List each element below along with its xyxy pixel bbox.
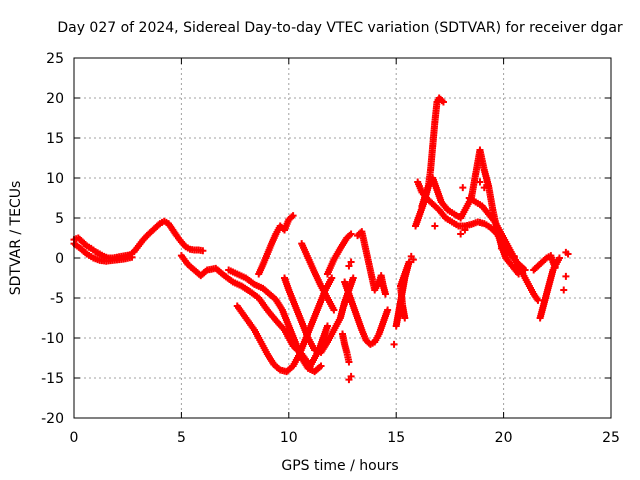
x-tick-label: 25: [602, 430, 620, 446]
data-point: [289, 212, 297, 220]
x-axis: 0 5 10 15 20 25: [70, 58, 620, 446]
series-11: [339, 330, 353, 366]
data-point: [345, 358, 353, 366]
series-9: [323, 230, 355, 278]
x-tick-label: 5: [177, 430, 186, 446]
series-4: [225, 266, 325, 376]
data-point: [128, 253, 136, 261]
y-tick-label: 0: [55, 251, 64, 267]
series-19: [530, 252, 559, 274]
data-point: [562, 248, 570, 256]
y-tick-label: 10: [46, 171, 64, 187]
data-point: [343, 298, 351, 306]
data-point: [555, 254, 563, 262]
data-point: [354, 314, 362, 322]
data-point: [347, 372, 355, 380]
x-tick-label: 15: [387, 430, 405, 446]
y-tick-label: 25: [46, 51, 64, 67]
data-series: [70, 94, 572, 384]
data-point: [330, 306, 338, 314]
data-point: [461, 226, 469, 234]
y-axis: -20 -15 -10 -5 0 5 10 15 20 25: [41, 51, 611, 427]
data-point: [439, 98, 447, 106]
series-10: [341, 278, 392, 348]
x-tick-label: 0: [70, 430, 79, 446]
x-tick-label: 20: [495, 430, 513, 446]
data-point: [384, 306, 392, 314]
y-tick-label: -10: [41, 331, 64, 347]
data-point: [459, 184, 467, 192]
data-point: [480, 184, 488, 192]
data-point: [381, 290, 389, 298]
series-18: [536, 254, 563, 322]
data-point: [476, 178, 484, 186]
series-12: [354, 228, 389, 298]
data-point: [510, 252, 518, 260]
data-point: [347, 230, 355, 238]
y-tick-label: 20: [46, 91, 64, 107]
series-13: [392, 258, 413, 330]
data-point: [431, 222, 439, 230]
data-point: [349, 274, 357, 282]
data-point: [347, 258, 355, 266]
data-point: [534, 296, 542, 304]
series-17: [465, 194, 542, 304]
series-8: [298, 240, 338, 314]
data-point: [317, 362, 325, 370]
y-tick-label: 15: [46, 131, 64, 147]
y-tick-label: -15: [41, 371, 64, 387]
data-point: [562, 272, 570, 280]
y-tick-label: -5: [50, 291, 64, 307]
plot-frame: [73, 57, 612, 419]
data-point: [497, 244, 505, 252]
series-20: [343, 178, 572, 384]
data-point: [457, 230, 465, 238]
data-point: [560, 286, 568, 294]
series-2: [70, 240, 136, 265]
data-point: [401, 314, 409, 322]
x-axis-label: GPS time / hours: [281, 458, 398, 474]
data-point: [551, 264, 559, 272]
series-5: [233, 274, 336, 376]
y-axis-label: SDTVAR / TECUs: [8, 181, 24, 296]
series-1: [70, 217, 207, 262]
data-point: [407, 252, 415, 260]
y-tick-label: -20: [41, 411, 64, 427]
x-tick-label: 10: [280, 430, 298, 446]
series-6: [255, 212, 297, 278]
data-point: [328, 274, 336, 282]
data-point: [199, 247, 207, 255]
data-point: [390, 340, 398, 348]
data-point: [323, 322, 331, 330]
y-tick-label: 5: [55, 211, 64, 227]
data-point: [345, 262, 353, 270]
chart-title: Day 027 of 2024, Sidereal Day-to-day VTE…: [57, 20, 623, 36]
